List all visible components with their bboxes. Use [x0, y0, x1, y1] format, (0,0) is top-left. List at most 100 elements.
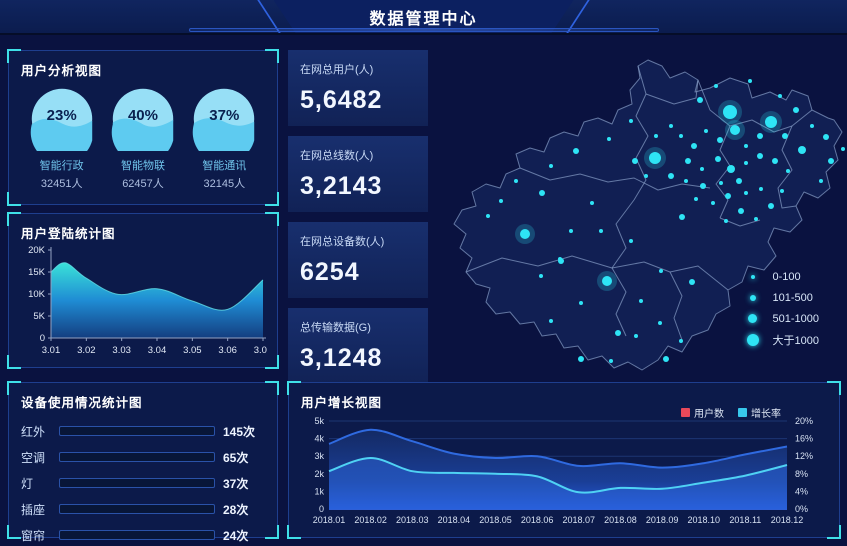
map-dot — [719, 181, 723, 185]
map-dot — [700, 183, 706, 189]
map-dot — [711, 201, 715, 205]
x-tick-label: 2018.08 — [604, 515, 637, 525]
gauge-circle: 23% — [30, 87, 94, 151]
bar-value: 37次 — [223, 476, 249, 491]
map-dot — [520, 229, 530, 239]
map-dot — [754, 217, 758, 221]
map-dot — [793, 107, 799, 113]
map-dot — [629, 239, 633, 243]
map-dot — [609, 359, 613, 363]
growth-area-fill — [329, 458, 787, 509]
y-left-label: 2k — [314, 469, 324, 479]
y-left-label: 4k — [314, 434, 324, 444]
map-dot — [639, 299, 643, 303]
legend-label: 增长率 — [751, 409, 781, 420]
gauge-percent: 40% — [127, 107, 158, 124]
map-dot — [744, 191, 748, 195]
map-dot — [632, 158, 638, 164]
bar-row: 红外 145次 — [21, 421, 265, 441]
panel-user-growth: 用户增长视图 用户数 增长率 0 1k 2k 3k 4k 5k 0% 4% 8% 12% 16% — [287, 381, 841, 539]
growth-area-chart: 0 1k 2k 3k 4k 5k 0% 4% 8% 12% 16% 20% 2018.01 2018.02… — [313, 416, 813, 525]
y-tick-label: 10K — [28, 289, 46, 300]
map-dot — [765, 116, 777, 128]
liquid-fill-icon — [193, 88, 255, 151]
dot-icon — [745, 274, 761, 279]
y-right-label: 4% — [795, 486, 808, 496]
map-dot — [499, 199, 503, 203]
legend-swatch-icon — [738, 408, 747, 417]
stat-value: 6254 — [300, 258, 360, 286]
map-dot — [615, 330, 621, 336]
map-dot — [684, 179, 688, 183]
map-dot — [689, 279, 695, 285]
map-dot — [679, 339, 683, 343]
legend-label: 0-100 — [772, 270, 801, 283]
x-tick-label: 2018.12 — [771, 515, 804, 525]
top-header: 数据管理中心 — [0, 0, 847, 35]
x-tick-label: 2018.03 — [396, 515, 429, 525]
legend-label: 101-500 — [772, 291, 813, 304]
map-dot — [694, 197, 698, 201]
map-dot — [780, 189, 784, 193]
bar-row: 灯 37次 — [21, 473, 265, 493]
bar-value: 145次 — [223, 424, 256, 439]
bar-track — [59, 530, 215, 540]
liquid-gauge: 40% 智能物联 62457人 — [104, 87, 182, 191]
panel-title: 用户分析视图 — [21, 64, 103, 78]
stat-card: 在网总线数(人) 3,2143 — [288, 136, 428, 212]
login-area-chart: 0 5K 10K 15K 20K 3.01 3.02 3.03 3.04 3.05 3.06 3.07 — [28, 245, 272, 356]
x-tick-label: 3.07 — [254, 345, 267, 356]
region-map: 0-100 101-500 501-1000 大于1000 — [430, 40, 847, 380]
map-dot — [669, 124, 673, 128]
map-dot — [700, 167, 704, 171]
users-area-fill — [329, 429, 787, 509]
liquid-fill-icon — [111, 88, 174, 151]
legend-label: 501-1000 — [772, 312, 820, 325]
legend-item: 用户数 — [681, 405, 724, 420]
gauge-percent: 23% — [46, 107, 77, 124]
bar-row: 窗帘 24次 — [21, 525, 265, 545]
map-dot — [685, 158, 691, 164]
y-tick-label: 5K — [33, 311, 45, 322]
gauge-count: 32451人 — [40, 178, 83, 190]
stat-value: 3,1248 — [300, 344, 383, 372]
map-dot — [757, 153, 763, 159]
y-left-label: 3k — [314, 451, 324, 461]
map-dot — [599, 229, 603, 233]
map-dot — [828, 158, 834, 164]
map-dot — [679, 214, 685, 220]
map-dot — [725, 193, 731, 199]
map-dot — [659, 269, 663, 273]
bar-label: 窗帘 — [21, 528, 46, 543]
map-dot — [634, 334, 638, 338]
login-area-line — [50, 262, 264, 311]
map-dot — [663, 356, 669, 362]
y-left-label: 5k — [314, 416, 324, 426]
gauge-count: 32145人 — [203, 178, 246, 190]
gauge-label: 智能物联 — [120, 160, 165, 172]
panel-title: 用户登陆统计图 — [21, 227, 116, 241]
y-left-label: 0 — [319, 504, 324, 514]
map-dot — [723, 105, 737, 119]
map-dot — [579, 301, 583, 305]
map-dot — [772, 158, 778, 164]
legend-swatch-icon — [681, 408, 690, 417]
map-dot — [757, 133, 763, 139]
growth-line — [328, 456, 788, 494]
map-dot — [748, 79, 752, 83]
y-right-label: 0% — [795, 504, 808, 514]
legend-label: 用户数 — [694, 409, 724, 420]
map-dot — [590, 201, 594, 205]
map-dot — [539, 274, 543, 278]
stat-value: 5,6482 — [300, 86, 383, 114]
map-dot — [558, 257, 562, 261]
x-tick-label: 3.02 — [77, 345, 96, 356]
gauge-row: 23% 智能行政 32451人 40% 智能物联 62457人 — [21, 87, 265, 191]
legend-row: 101-500 — [745, 287, 820, 308]
stat-label: 在网总用户(人) — [300, 64, 374, 76]
map-dot — [691, 143, 697, 149]
map-dot — [649, 152, 661, 164]
map-dot — [768, 203, 774, 209]
legend-item: 增长率 — [738, 405, 781, 420]
